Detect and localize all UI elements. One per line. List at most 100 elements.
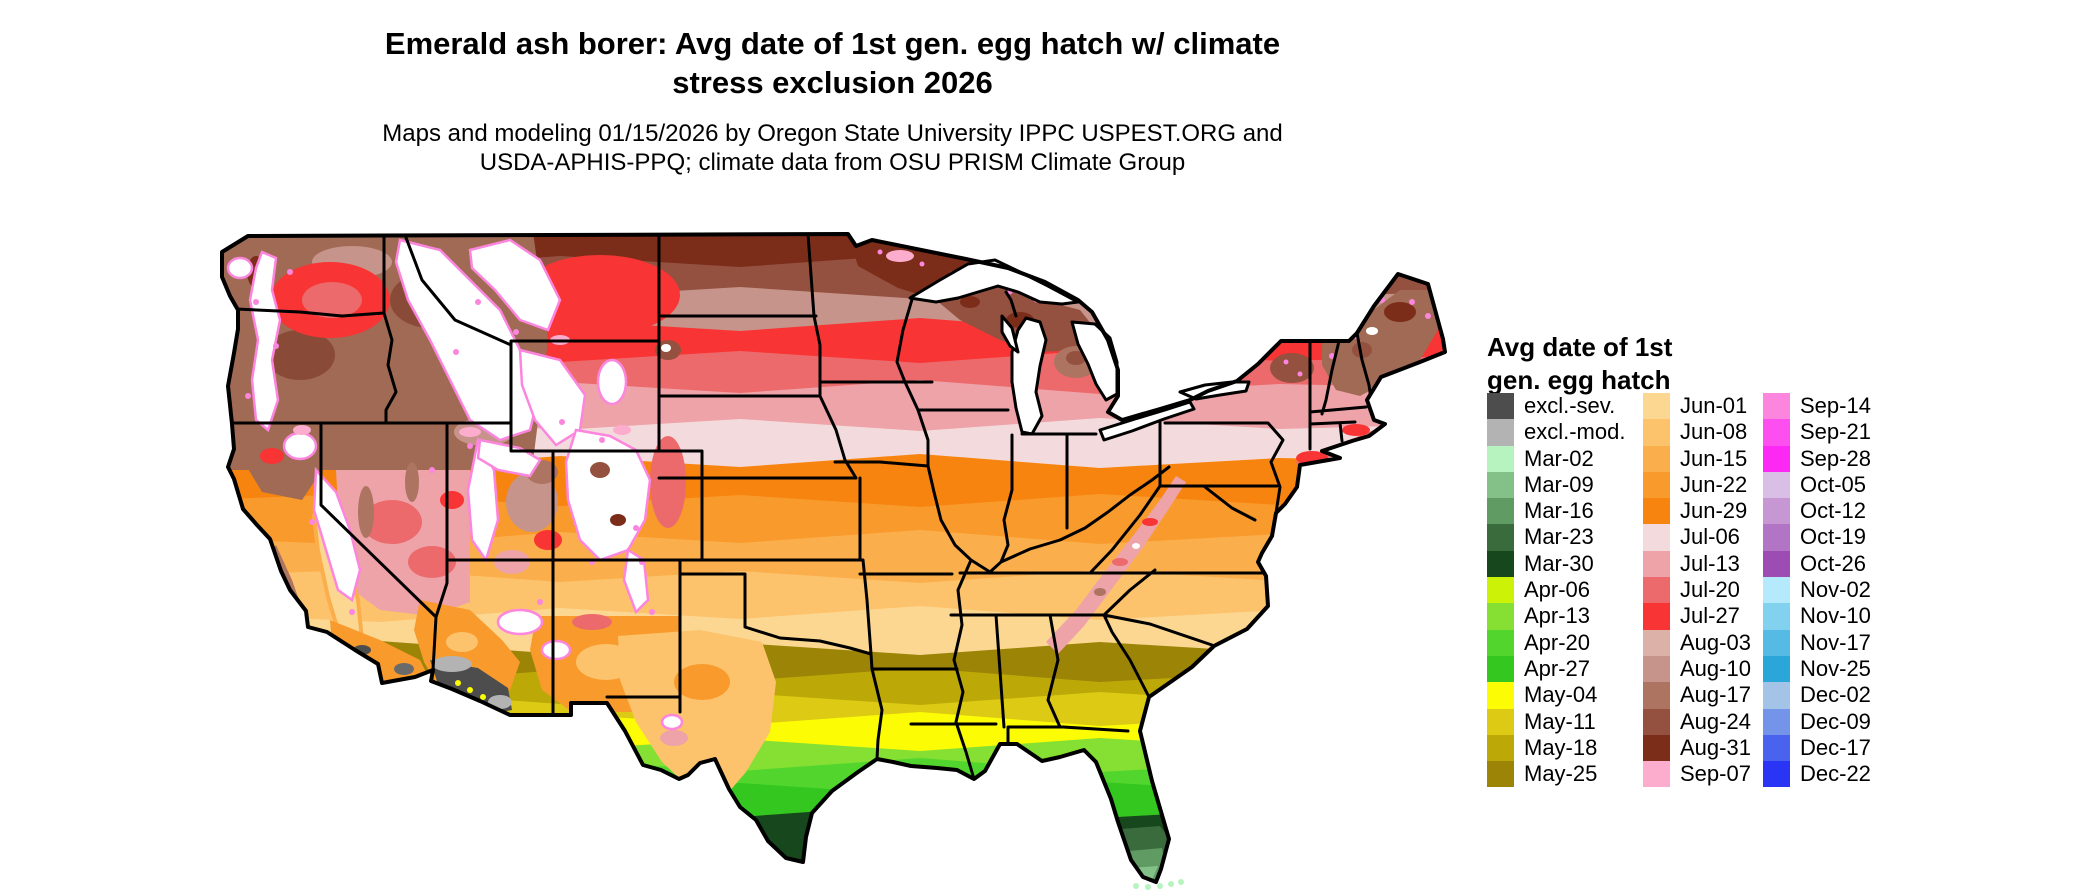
legend-label: May-04 [1524, 682, 1598, 708]
legend-label: Oct-12 [1800, 498, 1867, 524]
legend-swatch [1643, 419, 1670, 446]
legend-swatch [1487, 761, 1514, 788]
legend-item: Jun-29 [1643, 498, 1751, 525]
legend-item: Jul-27 [1643, 603, 1751, 630]
legend-swatch [1487, 419, 1514, 446]
legend-swatch [1643, 550, 1670, 578]
map-title-line2: stress exclusion 2026 [672, 65, 993, 100]
legend-swatch [1643, 682, 1670, 709]
legend-item: Apr-20 [1487, 629, 1625, 656]
legend-label: Apr-27 [1524, 655, 1591, 681]
legend-label: Dec-17 [1800, 734, 1871, 760]
legend-item: Oct-05 [1763, 471, 1871, 499]
legend-swatch [1643, 498, 1670, 525]
legend-swatch [1643, 629, 1670, 656]
legend-label: Aug-24 [1680, 708, 1751, 734]
legend-label: Sep-21 [1800, 419, 1871, 445]
legend-item: Dec-09 [1763, 708, 1871, 735]
legend-label: Aug-03 [1680, 629, 1751, 655]
legend-item: Aug-17 [1643, 682, 1751, 709]
legend-label: Dec-09 [1800, 708, 1871, 734]
florida-keys [1133, 879, 1184, 890]
legend-item: Nov-02 [1763, 577, 1871, 604]
legend-swatch [1487, 577, 1514, 604]
legend-label: Jul-13 [1680, 550, 1740, 576]
legend-item: Jun-08 [1643, 419, 1751, 446]
legend-label: Nov-10 [1800, 603, 1871, 629]
legend-swatch [1643, 524, 1670, 551]
legend-label: Apr-06 [1524, 577, 1591, 603]
mountain-exclusion-zones [226, 238, 684, 731]
legend-item: Sep-21 [1763, 419, 1871, 446]
legend-column-2: Jun-01 Jun-08 Jun-15 Jun-22 Jun-29 Jul-06 Jul-… [1643, 393, 1751, 788]
conus-outline [220, 232, 1447, 884]
legend-item: Nov-10 [1763, 603, 1871, 630]
legend-swatch [1487, 629, 1514, 656]
legend-label: Dec-02 [1800, 682, 1871, 708]
legend-swatch [1763, 445, 1790, 472]
map-title: Emerald ash borer: Avg date of 1st gen. … [160, 24, 1505, 102]
legend-swatch [1487, 603, 1514, 630]
legend-item: Aug-24 [1643, 708, 1751, 735]
legend-swatch [1487, 655, 1514, 683]
legend-title: Avg date of 1st gen. egg hatch [1487, 331, 1672, 397]
legend-label: Sep-07 [1680, 761, 1751, 787]
map-attribution-line1: Maps and modeling 01/15/2026 by Oregon S… [382, 120, 1283, 147]
legend-item: Apr-13 [1487, 603, 1625, 630]
legend-item: Apr-27 [1487, 655, 1625, 683]
legend-label: Mar-30 [1524, 550, 1594, 576]
legend-label: May-18 [1524, 734, 1598, 760]
legend-item: May-04 [1487, 682, 1625, 709]
legend-item: May-18 [1487, 734, 1625, 762]
state-borders-lines [226, 234, 1373, 781]
legend-item: Sep-28 [1763, 445, 1871, 472]
legend-title-line2: gen. egg hatch [1487, 365, 1671, 395]
lake-erie [1098, 400, 1196, 442]
legend-swatch [1643, 577, 1670, 604]
legend-label: Apr-13 [1524, 603, 1591, 629]
legend-label: Jun-15 [1680, 445, 1748, 471]
legend-item: Oct-26 [1763, 550, 1871, 578]
legend-swatch [1643, 761, 1670, 788]
legend-item: May-25 [1487, 761, 1625, 788]
legend-item: Jul-13 [1643, 550, 1751, 578]
legend-label: Jun-08 [1680, 419, 1748, 445]
legend-swatch [1763, 498, 1790, 525]
legend-label: May-11 [1524, 708, 1596, 734]
legend-label: Mar-16 [1524, 498, 1594, 524]
legend-column-1: excl.-sev. excl.-mod. Mar-02 Mar-09 Mar-16 Ma… [1487, 393, 1625, 788]
legend-swatch [1487, 682, 1514, 709]
legend-label: Nov-17 [1800, 629, 1871, 655]
late-hatch-speckles [245, 269, 655, 615]
legend-swatch [1763, 629, 1790, 656]
legend-item: Oct-19 [1763, 524, 1871, 551]
legend-item: Dec-17 [1763, 734, 1871, 762]
legend-swatch [1763, 419, 1790, 446]
legend-swatch [1763, 577, 1790, 604]
legend-label: Jun-22 [1680, 471, 1748, 497]
legend-item: Jul-06 [1643, 524, 1751, 551]
lake-michigan [1010, 316, 1048, 436]
legend-item: Dec-02 [1763, 682, 1871, 709]
legend-item: excl.-mod. [1487, 419, 1625, 446]
legend-column-3: Sep-14 Sep-21 Sep-28 Oct-05 Oct-12 Oct-19 Oct-… [1763, 393, 1871, 788]
legend-label: Mar-09 [1524, 471, 1594, 497]
legend-label: Nov-02 [1800, 577, 1871, 603]
map-west-terrain [222, 234, 776, 800]
legend-swatch [1643, 708, 1670, 735]
legend-label: Dec-22 [1800, 761, 1871, 787]
map-attribution: Maps and modeling 01/15/2026 by Oregon S… [160, 119, 1505, 177]
legend-swatch [1487, 708, 1514, 735]
legend-label: Jul-06 [1680, 524, 1740, 550]
legend-swatch [1763, 682, 1790, 709]
legend-label: Apr-20 [1524, 629, 1591, 655]
legend-item: Jun-15 [1643, 445, 1751, 472]
legend-item: Sep-14 [1763, 393, 1871, 420]
legend-item: Jul-20 [1643, 577, 1751, 604]
legend-swatch [1643, 734, 1670, 762]
legend-item: Aug-03 [1643, 629, 1751, 656]
legend-item: May-11 [1487, 708, 1625, 735]
legend-label: Jul-20 [1680, 577, 1740, 603]
legend-item: Apr-06 [1487, 577, 1625, 604]
